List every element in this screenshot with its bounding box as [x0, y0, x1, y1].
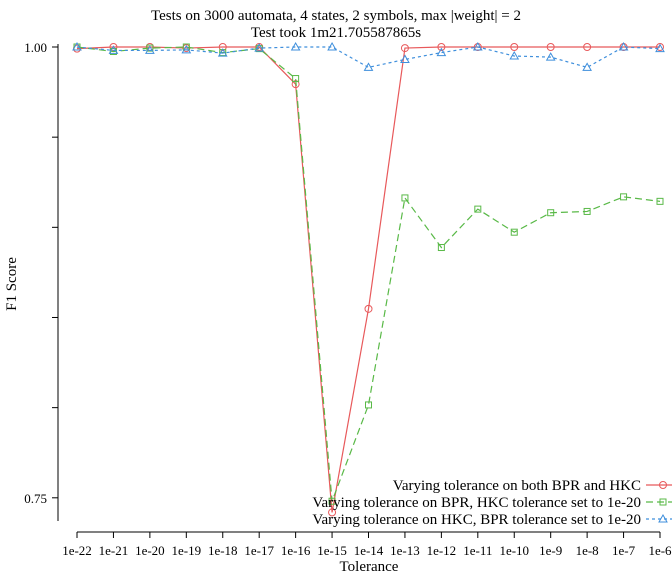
legend: Varying tolerance on both BPR and HKCVar… [312, 478, 672, 528]
data-point [328, 497, 336, 505]
x-tick-label: 1e-22 [62, 543, 92, 558]
x-tick-label: 1e-14 [354, 543, 384, 558]
series-line [76, 46, 660, 513]
x-tick-label: 1e-21 [99, 543, 129, 558]
x-tick-label: 1e-6 [648, 543, 672, 558]
y-axis: 1.00 0.75 [24, 40, 59, 521]
data-point [146, 44, 154, 52]
x-tick-label: 1e-10 [499, 543, 529, 558]
data-point [400, 54, 410, 63]
data-point [327, 41, 337, 51]
series-1 [73, 43, 664, 517]
series-3 [72, 41, 665, 71]
data-point [474, 205, 482, 213]
x-tick-label: 1e-18 [208, 543, 238, 558]
x-tick-label: 1e-13 [390, 543, 420, 558]
data-point [655, 43, 665, 53]
y-tick-label: 1.00 [24, 40, 47, 55]
x-tick-label: 1e-20 [135, 543, 165, 558]
x-tick-label: 1e-9 [539, 543, 562, 558]
data-point [618, 41, 629, 51]
series-line [76, 46, 661, 69]
data-point [364, 304, 373, 313]
data-point [437, 244, 445, 252]
x-tick-label: 1e-17 [244, 543, 274, 558]
data-point [472, 41, 483, 51]
data-point [328, 508, 337, 517]
data-point [509, 51, 520, 60]
legend-marker [659, 481, 667, 489]
y-axis-label: F1 Score [4, 257, 20, 311]
data-point [108, 45, 119, 54]
data-point [510, 43, 519, 51]
data-point [181, 44, 192, 54]
data-point [400, 44, 409, 53]
x-tick-label: 1e-12 [427, 543, 457, 558]
x-axis: 1e-22 1e-21 1e-20 1e-19 1e-18 1e-17 1e-16 1e-15… [62, 531, 672, 558]
series-2 [73, 43, 664, 505]
data-point [436, 47, 447, 57]
data-point [620, 193, 628, 201]
data-point [656, 197, 664, 205]
chart-subtitle: Test took 1m21.705587865s [251, 25, 421, 41]
data-point [363, 62, 374, 71]
data-point [145, 45, 155, 54]
data-point [292, 75, 300, 83]
data-point [545, 52, 556, 61]
legend-marker [659, 498, 667, 506]
legend-label: Varying tolerance on HKC, BPR tolerance … [312, 512, 641, 528]
x-tick-label: 1e-11 [463, 543, 492, 558]
x-tick-label: 1e-15 [317, 543, 347, 558]
x-tick-label: 1e-8 [576, 543, 599, 558]
data-point [437, 43, 446, 51]
legend-label: Varying tolerance on BPR, HKC tolerance … [312, 495, 641, 511]
data-point [290, 41, 301, 51]
x-axis-label: Tolerance [340, 559, 399, 575]
data-point [510, 228, 518, 236]
y-tick-label: 0.75 [24, 491, 47, 506]
data-point [546, 43, 555, 51]
data-point [217, 48, 228, 57]
data-point [365, 401, 372, 409]
data-point [218, 43, 227, 51]
data-point [583, 207, 591, 215]
data-point [582, 62, 592, 71]
legend-label: Varying tolerance on both BPR and HKC [393, 478, 641, 494]
data-point [254, 43, 265, 52]
data-point [583, 43, 592, 51]
x-tick-label: 1e-19 [172, 543, 202, 558]
data-point [72, 41, 82, 51]
data-point [547, 209, 555, 217]
data-point [401, 194, 409, 202]
x-tick-label: 1e-16 [281, 543, 311, 558]
legend-marker [658, 513, 668, 523]
data-point [656, 43, 664, 51]
plot-series [72, 41, 665, 517]
series-line [76, 46, 661, 502]
x-tick-label: 1e-7 [612, 543, 636, 558]
chart-title: Tests on 3000 automata, 4 states, 2 symb… [151, 8, 521, 24]
